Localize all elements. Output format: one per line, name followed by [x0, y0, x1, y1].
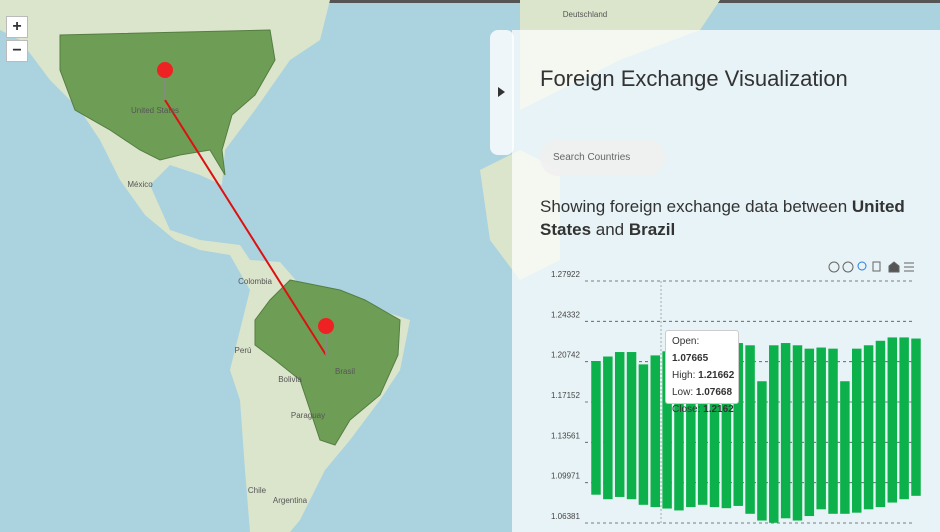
tip-label: Open: — [672, 336, 700, 347]
tip-value: 1.2162 — [703, 404, 734, 415]
tip-value: 1.07668 — [695, 387, 733, 398]
search-input[interactable]: Search Countries — [540, 139, 665, 176]
map-labels: Deutschland United States México Colombia Pe… — [127, 10, 607, 505]
map-label: Chile — [248, 486, 267, 495]
country-brazil — [254, 279, 401, 446]
collapse-arrow — [498, 87, 505, 97]
map-label: Brasil — [335, 367, 355, 376]
country-to: Brazil — [628, 220, 676, 239]
pin[interactable] — [157, 62, 173, 78]
tip-label: Close: — [672, 404, 701, 415]
subtitle-text: and — [595, 220, 625, 239]
side-panel — [512, 30, 940, 532]
map-label: Deutschland — [563, 10, 607, 19]
map-label: Colombia — [238, 277, 272, 286]
tip-label: High: — [672, 370, 696, 381]
connection-line — [164, 99, 327, 356]
subtitle-text: Showing foreign exchange data between — [540, 197, 848, 216]
tip-value: 1.21662 — [698, 370, 735, 381]
country-from: United States — [540, 197, 905, 239]
tooltip: Open: 1.07665 High: 1.21662 Low: 1.07668… — [665, 330, 739, 415]
pin[interactable] — [318, 318, 334, 334]
zoom-out[interactable]: − — [6, 40, 28, 62]
map-label: Bolivia — [278, 375, 302, 384]
map-label: Perú — [235, 346, 252, 355]
map-label: United States — [131, 106, 179, 115]
zoom-in[interactable]: + — [6, 16, 28, 38]
subtitle: Showing foreign exchange data between Un… — [540, 195, 910, 241]
panel-title: Foreign Exchange Visualization — [540, 66, 848, 91]
top-bar — [0, 0, 940, 3]
tip-label: Low: — [672, 387, 694, 398]
tip-value: 1.07665 — [672, 353, 709, 364]
map-label: México — [127, 180, 153, 189]
map-label: Argentina — [273, 496, 308, 505]
map-label: Paraguay — [291, 411, 325, 420]
